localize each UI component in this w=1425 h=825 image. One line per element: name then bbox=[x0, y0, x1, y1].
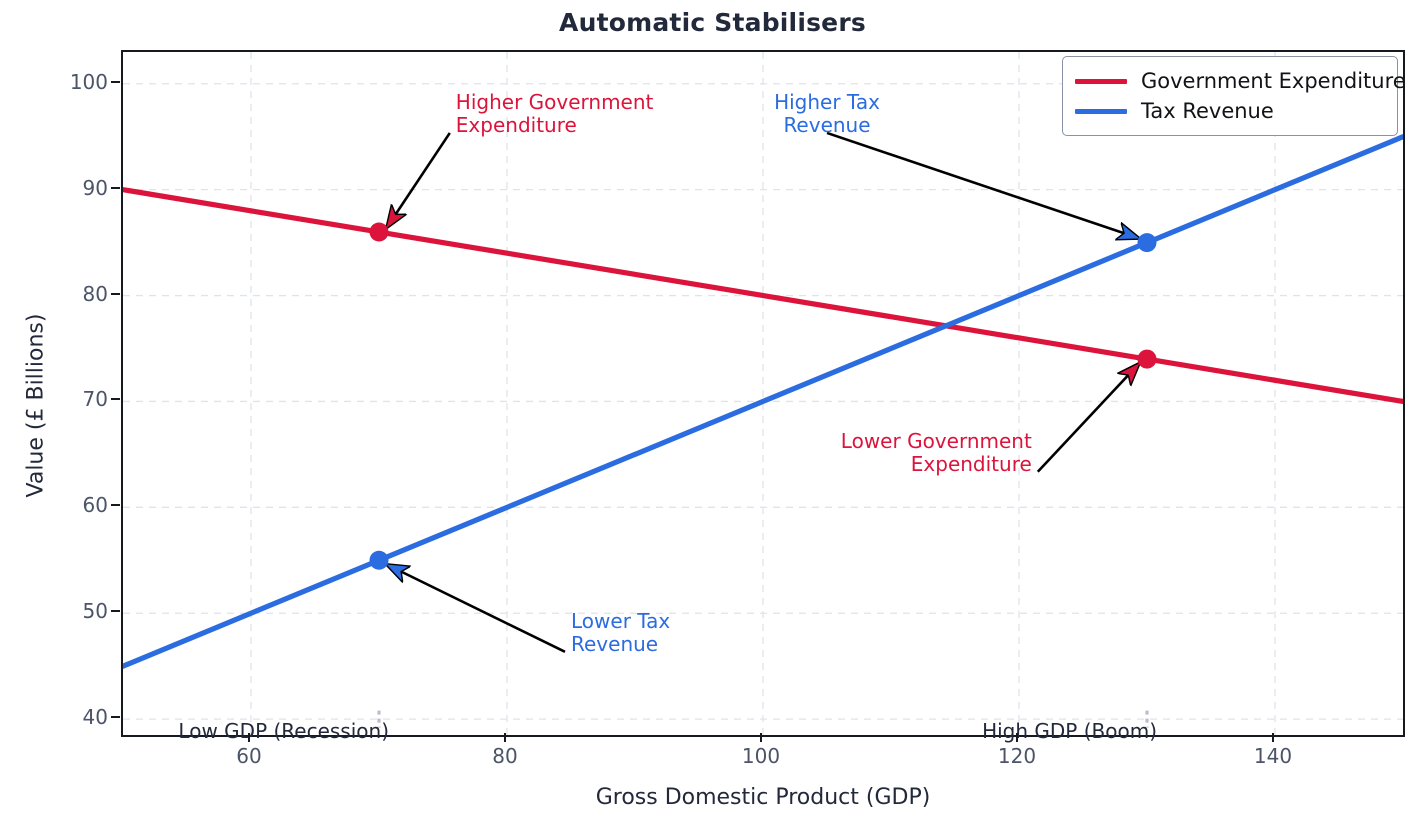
annotation-arrow-lower-government-expenditure bbox=[1036, 363, 1140, 473]
x-tick-140: 140 bbox=[1253, 744, 1293, 768]
series-markers bbox=[369, 222, 1157, 570]
annotations-layer: Higher Government Expenditure Higher Tax … bbox=[123, 52, 1403, 735]
data-point-0-1[interactable] bbox=[1137, 349, 1157, 369]
annotation-lower-tax-revenue: Lower Tax Revenue bbox=[571, 608, 671, 657]
plot-area[interactable]: Higher Government Expenditure Higher Tax … bbox=[121, 50, 1405, 743]
vertical-marker-labels: Low GDP (Recession) High GDP (Boom) bbox=[123, 52, 1403, 743]
data-point-0-0[interactable] bbox=[369, 222, 389, 242]
y-tick-60: 60 bbox=[82, 493, 108, 518]
annotation-arrows bbox=[387, 131, 1140, 653]
y-tick-40: 40 bbox=[82, 705, 108, 730]
legend-label-government-expenditure: Government Expenditure bbox=[1141, 69, 1406, 93]
data-point-1-0[interactable] bbox=[369, 550, 389, 570]
x-tick-120: 120 bbox=[997, 744, 1037, 768]
chart-legend[interactable]: Government Expenditure Tax Revenue bbox=[1062, 56, 1406, 136]
y-tick-80: 80 bbox=[82, 281, 108, 306]
y-axis-label: Value (£ Billions) bbox=[23, 313, 49, 498]
annotation-arrow-lower-tax-revenue bbox=[387, 565, 566, 653]
legend-swatch-government-expenditure bbox=[1075, 78, 1127, 84]
vertical-marker-label-1: High GDP (Boom) bbox=[982, 719, 1157, 744]
y-tick-mark-50 bbox=[111, 610, 120, 613]
y-tick-mark-80 bbox=[111, 292, 120, 295]
series-lines bbox=[123, 134, 1403, 669]
vertical-marker-label-0: Low GDP (Recession) bbox=[178, 719, 389, 744]
legend-item-tax-revenue[interactable]: Tax Revenue bbox=[1075, 96, 1385, 126]
x-axis-label: Gross Domestic Product (GDP) bbox=[595, 785, 931, 810]
vertical-marker-lines bbox=[377, 710, 1149, 728]
y-tick-100: 100 bbox=[69, 69, 108, 94]
y-tick-mark-60 bbox=[111, 504, 120, 507]
x-tick-60: 60 bbox=[236, 744, 262, 768]
data-point-1-1[interactable] bbox=[1137, 233, 1157, 253]
y-tick-mark-70 bbox=[111, 398, 120, 401]
y-tick-70: 70 bbox=[82, 387, 108, 412]
legend-swatch-tax-revenue bbox=[1075, 108, 1127, 114]
y-tick-mark-90 bbox=[111, 186, 120, 189]
annotation-lower-government-expenditure: Lower Government Expenditure bbox=[840, 428, 1032, 477]
annotation-arrow-higher-government-expenditure bbox=[387, 132, 451, 228]
legend-label-tax-revenue: Tax Revenue bbox=[1141, 99, 1274, 123]
y-tick-mark-40 bbox=[111, 716, 120, 719]
x-tick-100: 100 bbox=[741, 744, 781, 768]
chart-title: Automatic Stabilisers bbox=[559, 8, 866, 37]
annotation-arrow-higher-tax-revenue bbox=[826, 131, 1139, 238]
annotation-higher-tax-revenue: Higher Tax Revenue bbox=[774, 89, 880, 138]
y-tick-50: 50 bbox=[82, 599, 108, 624]
plot-svg bbox=[123, 52, 1403, 735]
y-tick-90: 90 bbox=[82, 175, 108, 200]
legend-item-government-expenditure[interactable]: Government Expenditure bbox=[1075, 66, 1406, 96]
annotation-higher-government-expenditure: Higher Government Expenditure bbox=[455, 89, 654, 138]
x-tick-80: 80 bbox=[492, 744, 518, 768]
y-tick-mark-100 bbox=[111, 80, 120, 83]
